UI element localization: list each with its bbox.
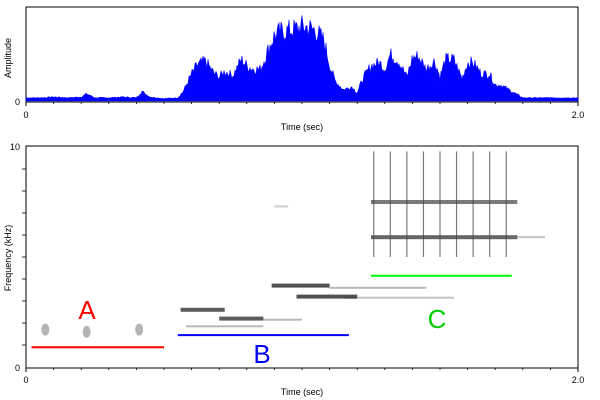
segment-label-c: C [428,304,447,334]
spectrogram-blob-a [82,325,91,338]
spectrogram-trace-b-faint [274,205,289,208]
spectrogram-trace-c [371,235,518,240]
spectrogram-frame [25,145,579,369]
spectrogram-trace-b-faint [329,286,427,289]
spectrogram-trace-b [180,307,225,312]
waveform-x-tick-0: 0 [23,110,28,120]
spectrogram-ticks [22,168,579,372]
segment-lines [31,274,512,349]
segment-label-b: B [253,339,270,369]
spectrogram-trace-b-faint [263,318,302,321]
spectrogram-trace-b [219,316,264,321]
spectrogram-blob-a [135,323,144,336]
spectrogram-y-tick-10: 10 [10,142,20,152]
spectrogram-trace-b [296,294,358,299]
spectrogram-trace-c-faint [517,236,545,239]
segment-label-a: A [78,295,96,325]
waveform-area [25,15,579,102]
spectrogram-x-tick-2: 2.0 [572,375,585,385]
spectrogram-trace-c [371,200,518,204]
spectrogram-x-tick-0: 0 [23,375,28,385]
spectrogram-y-axis-label: Frequency (kHz) [3,225,13,292]
spectrogram-traces [41,151,545,338]
waveform-y-axis-label: Amplitude [3,38,13,78]
waveform-panel: 0 0 2.0 Time (sec) Amplitude [3,6,585,132]
waveform-y-tick-0: 0 [15,97,20,107]
waveform-x-axis-label: Time (sec) [281,122,323,132]
spectrogram-trace-b-faint [186,325,264,328]
waveform-x-tick-2: 2.0 [572,110,585,120]
spectrogram-trace-b-faint [343,296,454,299]
spectrogram-panel: 0 10 0 2.0 Time (sec) Frequency (kHz) A … [3,142,584,397]
waveform-ticks [25,102,579,106]
spectrogram-x-axis-label: Time (sec) [281,387,323,397]
spectrogram-blob-a [41,323,50,336]
spectrogram-trace-b [271,283,330,288]
spectrogram-y-tick-0: 0 [15,363,20,373]
